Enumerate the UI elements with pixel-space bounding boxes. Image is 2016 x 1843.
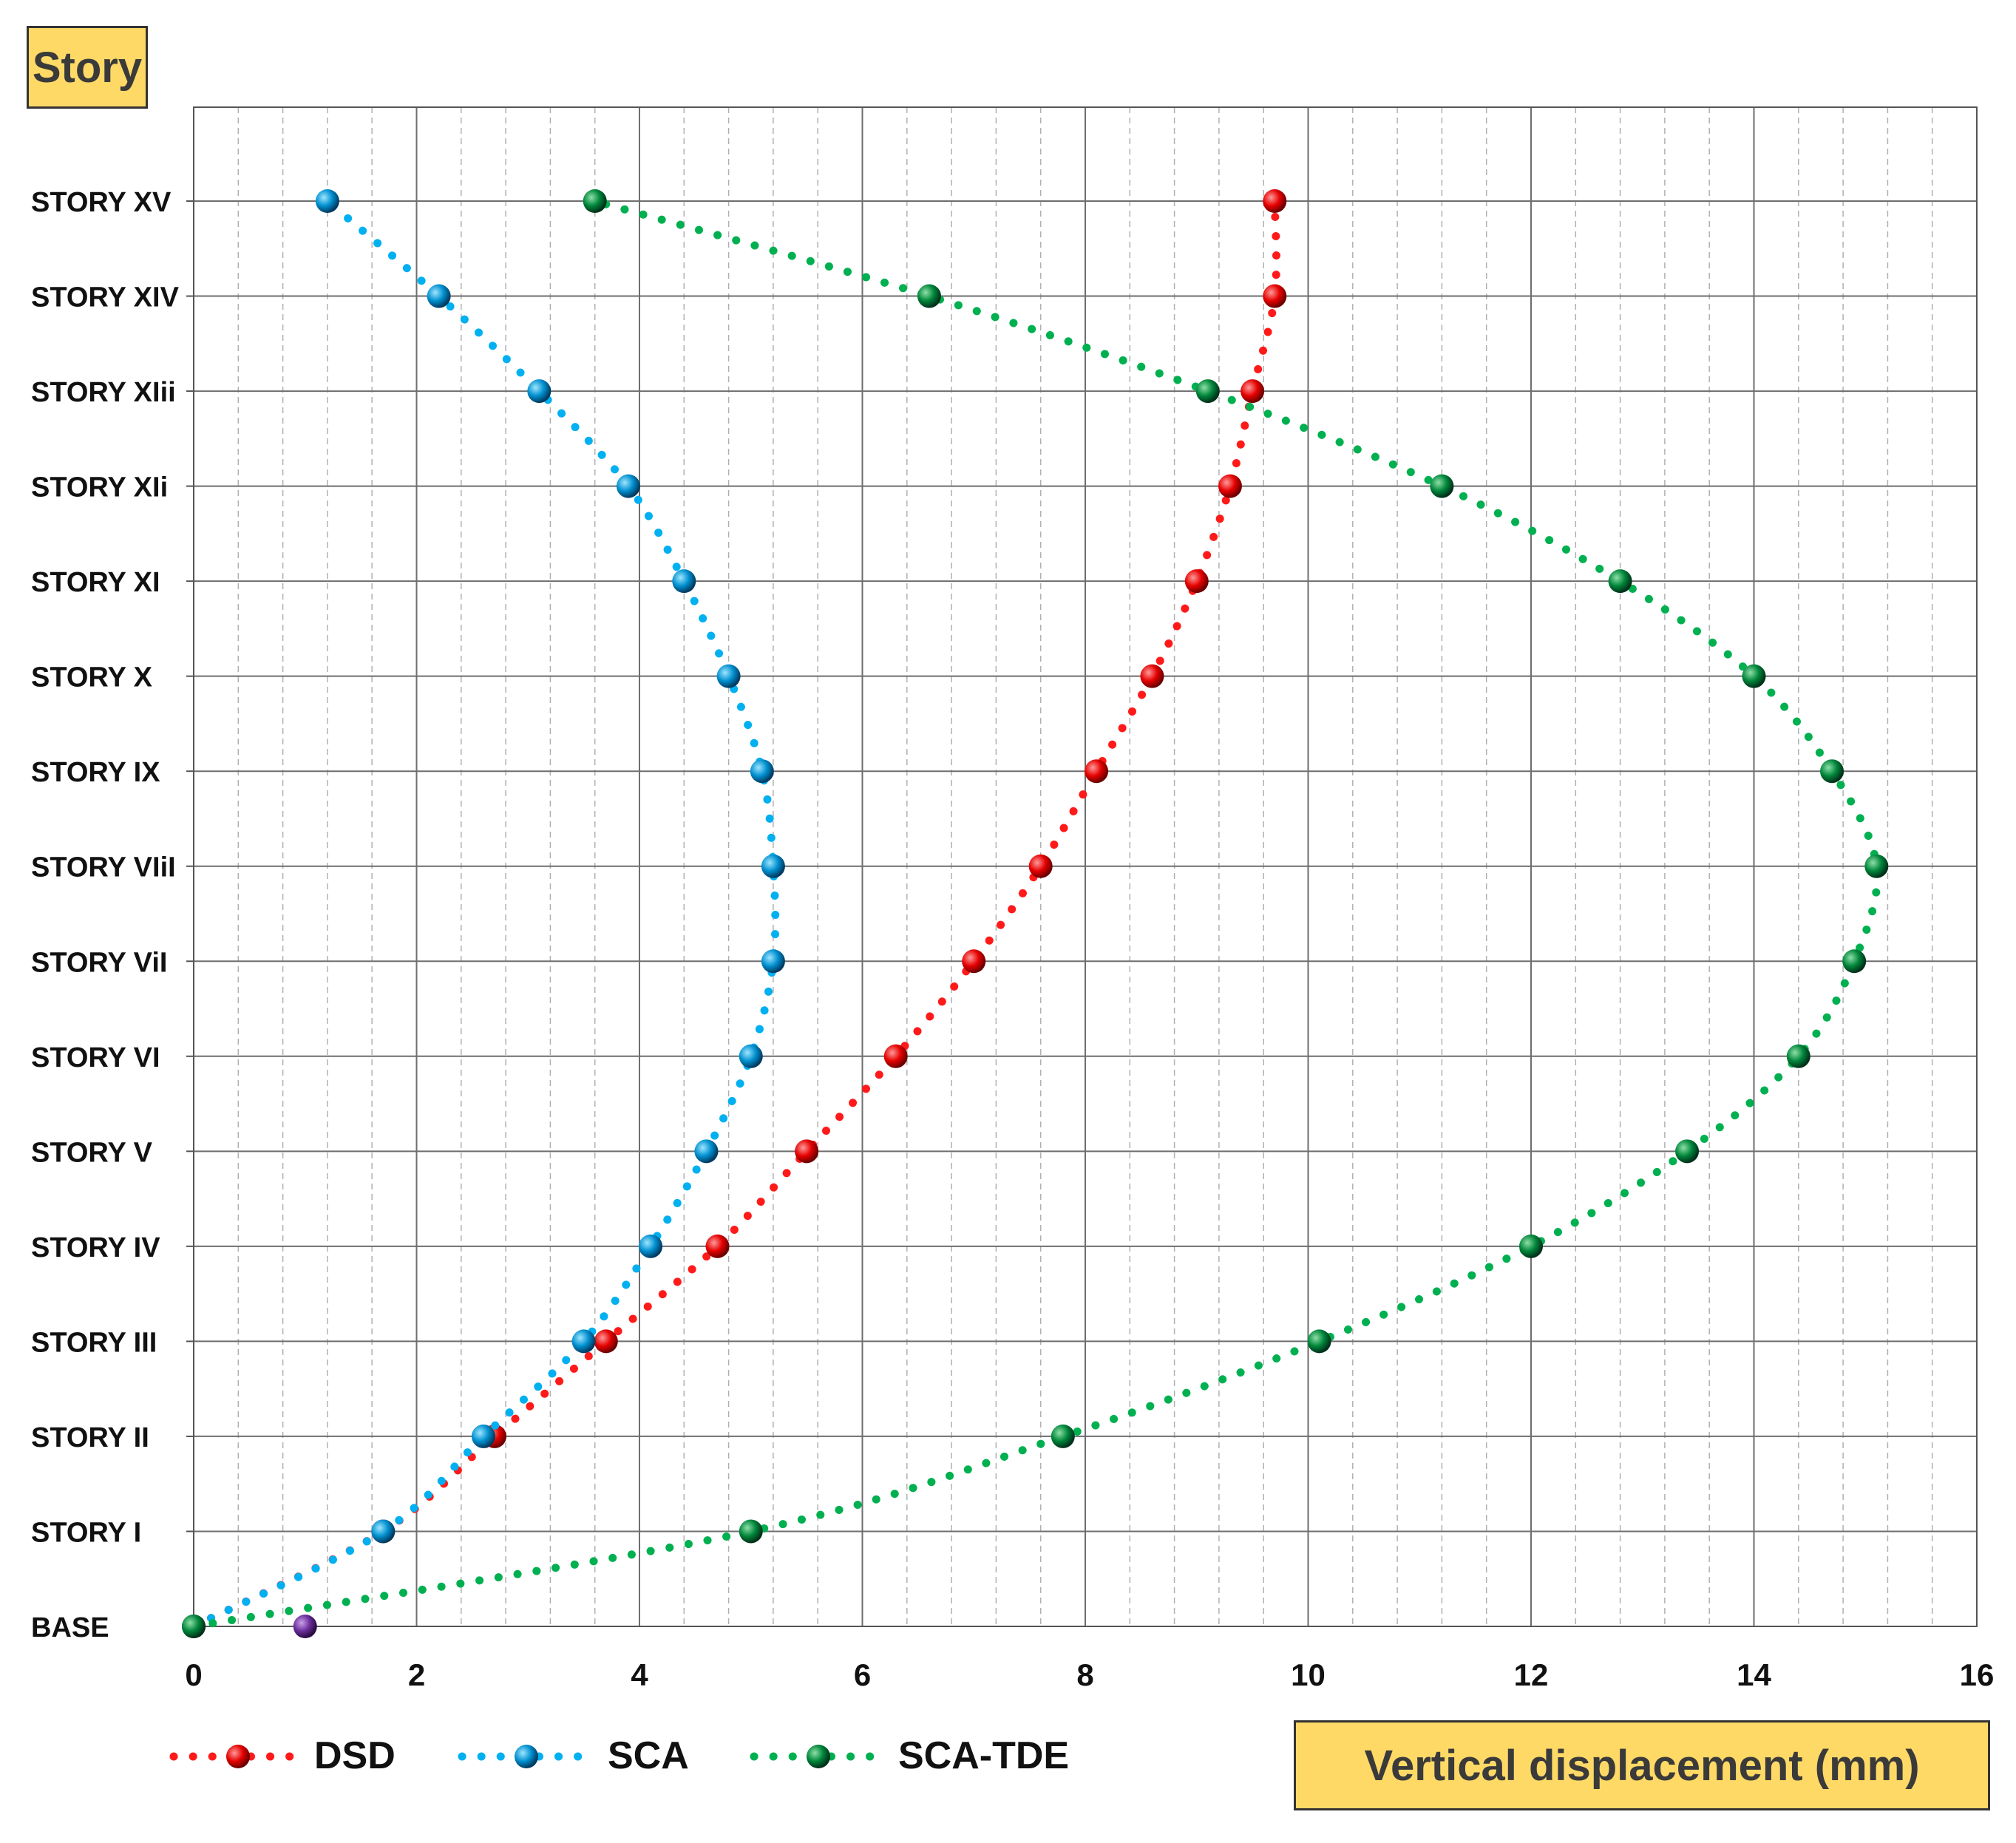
series-line-sca — [189, 197, 780, 1631]
series-line-sca-tde — [189, 197, 1881, 1631]
y-tick-label: STORY XI — [31, 567, 160, 598]
data-point-sca-tde — [917, 284, 941, 308]
y-tick-label: STORY ViI — [31, 947, 167, 978]
data-point-sca-tde — [1195, 379, 1220, 404]
x-tick-label: 14 — [1737, 1657, 1771, 1692]
x-axis-ticks: 0 2 4 6 8 10 12 14 16 — [185, 1657, 1994, 1692]
y-tick-label: STORY I — [31, 1517, 141, 1548]
y-tick-label: STORY II — [31, 1422, 149, 1453]
legend-swatches — [169, 1745, 884, 1768]
y-tick-label: STORY VIiI — [31, 852, 176, 883]
data-point-dsd — [1140, 664, 1164, 688]
data-point-sca — [527, 379, 551, 404]
data-point-dsd — [1241, 379, 1265, 404]
data-point-sca — [672, 569, 696, 594]
legend-label-sca-tde: SCA-TDE — [898, 1734, 1070, 1777]
legend-marker-sca-tde — [807, 1745, 830, 1768]
series-layer — [182, 189, 1889, 1638]
x-tick-label: 10 — [1291, 1657, 1326, 1692]
data-point-sca-tde — [583, 189, 607, 213]
data-point-dsd — [962, 949, 986, 974]
data-point-sca — [371, 1519, 396, 1544]
data-point-sca-tde — [1051, 1424, 1075, 1448]
legend-label-dsd: DSD — [314, 1734, 396, 1777]
data-point-dsd — [883, 1044, 908, 1068]
y-tick-label: STORY III — [31, 1327, 157, 1358]
data-point-sca — [739, 1044, 763, 1068]
data-point-sca-tde — [1430, 474, 1454, 498]
data-point-dsd — [1184, 569, 1209, 594]
data-point-sca — [694, 1139, 719, 1164]
data-point-sca-tde — [1307, 1329, 1331, 1354]
data-point-sca-tde — [182, 1615, 206, 1638]
data-point-dsd — [1263, 189, 1287, 213]
data-point-dsd — [1263, 284, 1287, 308]
y-tick-label: STORY V — [31, 1137, 153, 1168]
data-point-sca — [315, 189, 339, 213]
data-point-sca-tde — [1675, 1139, 1700, 1164]
data-point-sca — [471, 1424, 495, 1448]
data-point-sca-tde — [1742, 664, 1766, 688]
series-line-dsd — [189, 197, 1280, 1631]
data-point-dsd — [1085, 759, 1109, 784]
data-point-dsd — [594, 1329, 618, 1354]
y-tick-label: STORY X — [31, 662, 153, 693]
data-point-sca-tde — [1864, 854, 1889, 878]
y-tick-label: BASE — [31, 1612, 109, 1643]
data-point-dsd — [705, 1234, 730, 1258]
data-point-dsd — [795, 1139, 819, 1164]
legend-label-sca: SCA — [608, 1734, 689, 1777]
y-tick-label: STORY XIii — [31, 377, 176, 408]
data-point-dsd — [1218, 474, 1242, 498]
y-tick-label: STORY VI — [31, 1042, 160, 1073]
data-point-sca-tde — [1608, 569, 1632, 594]
data-point-sca-tde — [1786, 1044, 1810, 1068]
x-tick-label: 2 — [408, 1657, 425, 1692]
x-tick-label: 16 — [1960, 1657, 1995, 1692]
data-point-sca-tde — [1519, 1234, 1543, 1258]
data-point-dsd — [1028, 854, 1053, 878]
data-point-sca — [761, 949, 785, 974]
y-tick-label: STORY IV — [31, 1232, 160, 1263]
x-tick-label: 8 — [1076, 1657, 1093, 1692]
data-point-sca-tde — [1820, 759, 1844, 784]
x-tick-label: 4 — [631, 1657, 648, 1692]
x-tick-label: 0 — [185, 1657, 202, 1692]
x-tick-label: 6 — [854, 1657, 871, 1692]
data-point-sca — [750, 759, 774, 784]
data-point-sca — [716, 664, 741, 688]
y-tick-label: STORY XIV — [31, 282, 180, 313]
y-axis-ticks: BASE STORY I STORY II STORY III STORY IV STOR… — [31, 187, 194, 1643]
x-tick-label: 12 — [1514, 1657, 1549, 1692]
data-point-sca-tde — [1842, 949, 1867, 974]
y-tick-label: STORY XIi — [31, 472, 168, 503]
data-point-sca — [571, 1329, 596, 1354]
data-point-sca — [616, 474, 640, 498]
data-point-sca — [639, 1234, 663, 1258]
data-point-sca — [761, 854, 785, 878]
y-axis-title: Story — [27, 26, 148, 109]
x-axis-title: Vertical displacement (mm) — [1294, 1720, 1990, 1810]
y-tick-label: STORY IX — [31, 757, 160, 788]
legend-marker-sca — [515, 1745, 538, 1768]
data-point-sca-tde — [739, 1519, 763, 1544]
y-tick-label: STORY XV — [31, 187, 172, 218]
data-point-sca — [427, 284, 451, 308]
data-point-extra — [293, 1615, 317, 1638]
legend-marker-dsd — [226, 1745, 250, 1768]
